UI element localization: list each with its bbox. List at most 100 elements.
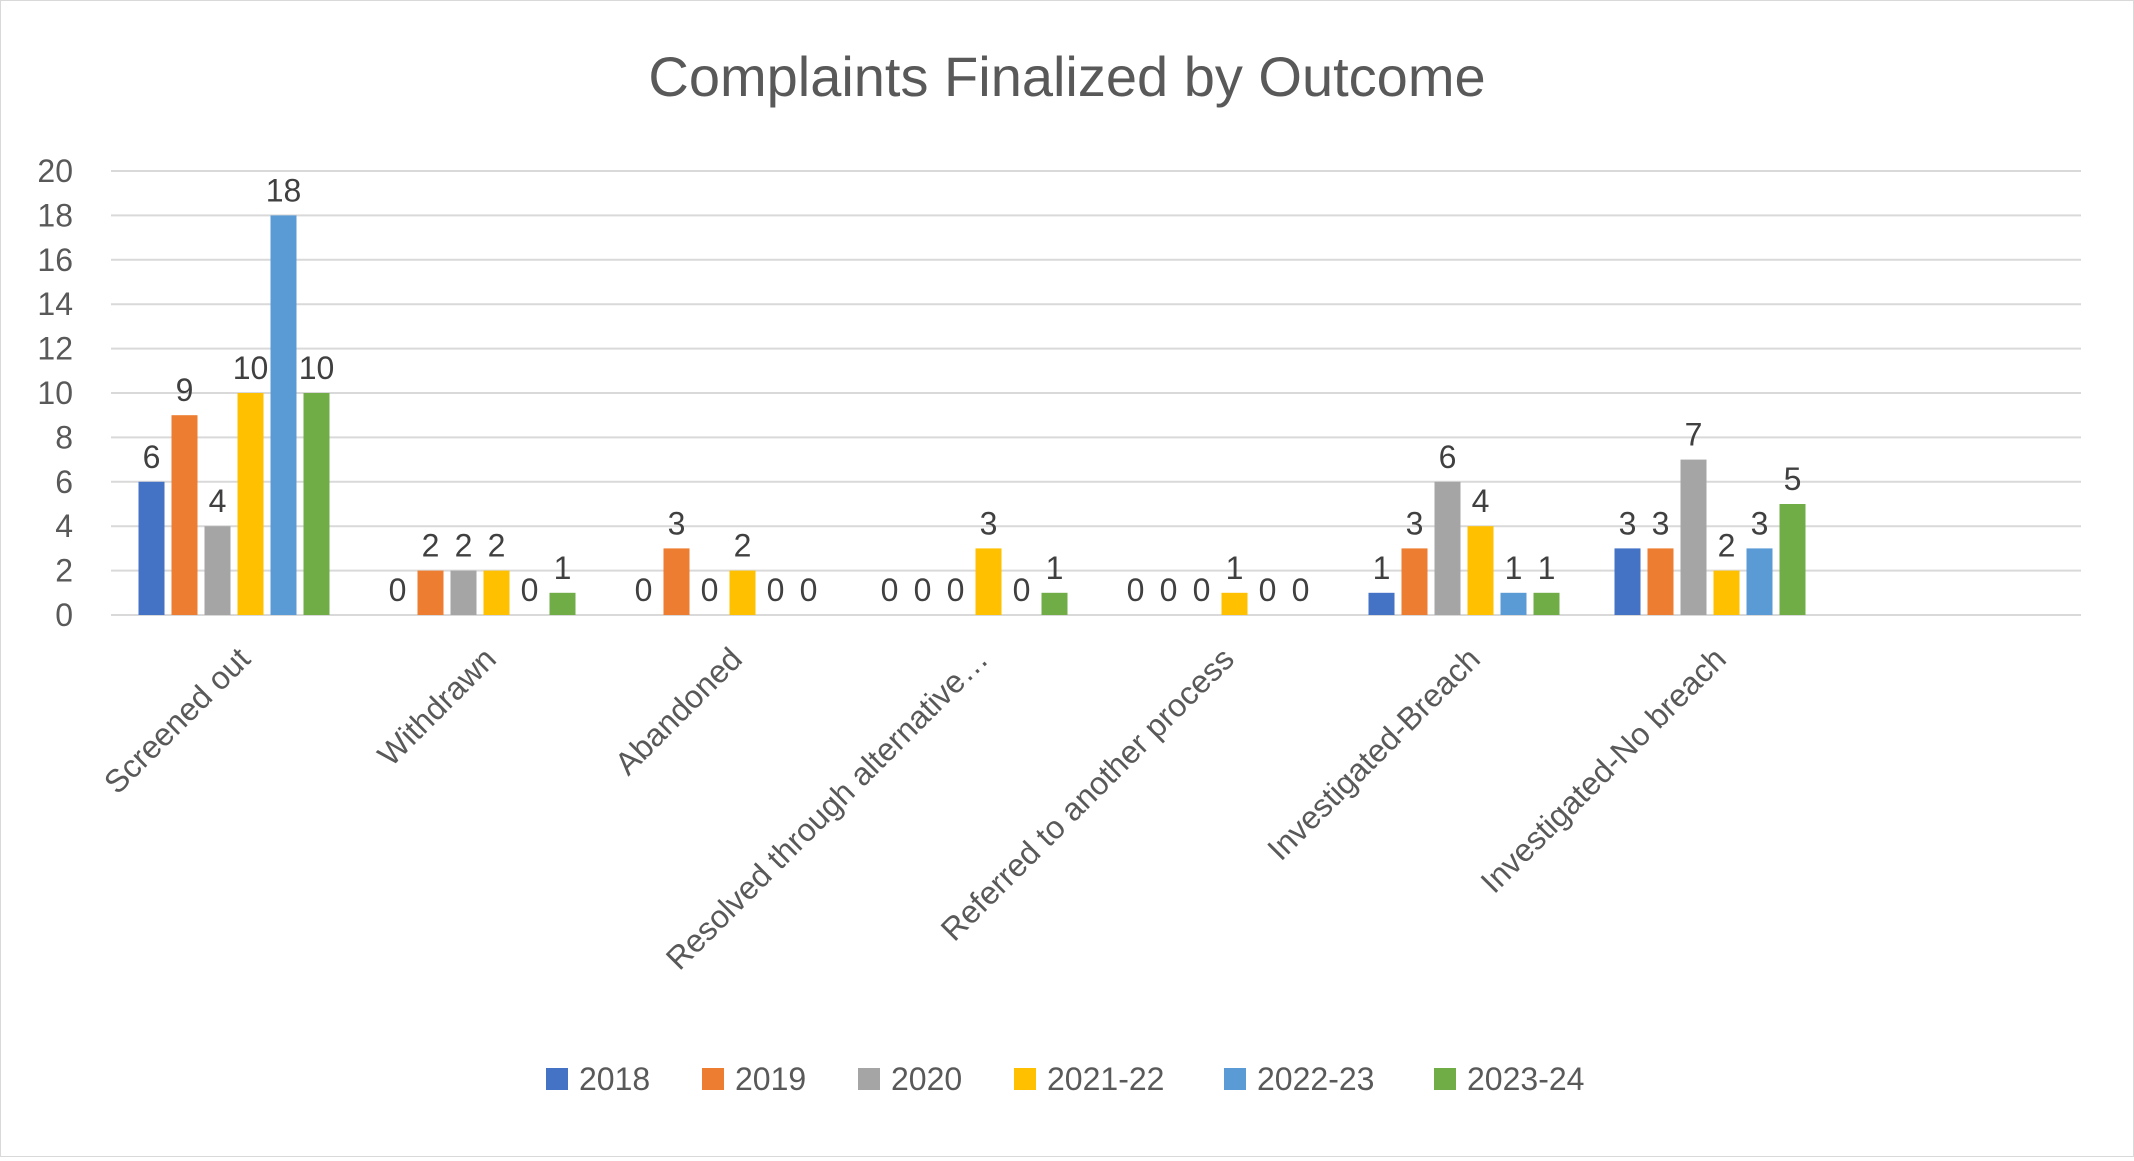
- data-label: 10: [233, 350, 269, 386]
- bar: [483, 570, 510, 615]
- legend-label: 2023-24: [1467, 1061, 1584, 1097]
- bar: [270, 215, 297, 615]
- data-label: 0: [635, 572, 653, 608]
- data-label: 3: [1751, 505, 1769, 541]
- data-label: 1: [1373, 550, 1391, 586]
- x-tick-label: Withdrawn: [371, 640, 503, 772]
- bar: [1614, 548, 1641, 615]
- bar: [1680, 459, 1707, 615]
- y-tick-label: 16: [37, 242, 73, 278]
- bar: [171, 415, 198, 615]
- data-label: 0: [1259, 572, 1277, 608]
- legend: 2018 2019 2020 2021-22 2022-23 2023-24: [546, 1061, 1584, 1097]
- bar: [138, 481, 165, 615]
- bar: [1467, 526, 1494, 615]
- bar: [729, 570, 756, 615]
- data-label: 0: [1127, 572, 1145, 608]
- bars: [138, 215, 1806, 615]
- data-label: 2: [1718, 528, 1736, 564]
- y-tick-label: 20: [37, 153, 73, 189]
- data-label: 3: [668, 505, 686, 541]
- bar: [1533, 592, 1560, 615]
- data-label: 3: [1652, 505, 1670, 541]
- x-tick-label: Abandoned: [608, 640, 749, 781]
- y-tick-label: 18: [37, 197, 73, 233]
- data-label: 0: [767, 572, 785, 608]
- bar: [450, 570, 477, 615]
- data-label: 4: [209, 483, 227, 519]
- data-label: 6: [1439, 439, 1457, 475]
- data-label: 2: [488, 528, 506, 564]
- chart-title: Complaints Finalized by Outcome: [648, 45, 1485, 108]
- data-label: 1: [1505, 550, 1523, 586]
- legend-label: 2021-22: [1047, 1061, 1164, 1097]
- x-tick-label: Screened out: [97, 640, 257, 800]
- bar: [1401, 548, 1428, 615]
- y-tick-label: 0: [55, 597, 73, 633]
- legend-swatch: [858, 1068, 880, 1090]
- bar: [303, 393, 330, 615]
- legend-swatch: [1224, 1068, 1246, 1090]
- x-tick-label: Investigated-Breach: [1260, 640, 1487, 867]
- y-tick-label: 12: [37, 331, 73, 367]
- data-label: 0: [800, 572, 818, 608]
- data-label: 0: [914, 572, 932, 608]
- bar: [549, 592, 576, 615]
- y-tick-label: 8: [55, 419, 73, 455]
- bar: [237, 393, 264, 615]
- data-label: 1: [1538, 550, 1556, 586]
- data-label: 0: [1160, 572, 1178, 608]
- data-label: 0: [881, 572, 899, 608]
- data-label: 6: [143, 439, 161, 475]
- data-label: 2: [734, 528, 752, 564]
- bar: [1500, 592, 1527, 615]
- data-label: 10: [299, 350, 335, 386]
- data-label: 4: [1472, 483, 1490, 519]
- data-label: 0: [389, 572, 407, 608]
- y-tick-label: 6: [55, 464, 73, 500]
- y-tick-label: 4: [55, 508, 73, 544]
- data-label: 3: [980, 505, 998, 541]
- bar: [1221, 592, 1248, 615]
- bar: [663, 548, 690, 615]
- legend-swatch: [1434, 1068, 1456, 1090]
- data-label: 0: [521, 572, 539, 608]
- y-tick-label: 14: [37, 286, 73, 322]
- legend-swatch: [1014, 1068, 1036, 1090]
- data-label: 1: [554, 550, 572, 586]
- bar: [1368, 592, 1395, 615]
- data-label: 7: [1685, 417, 1703, 453]
- bar: [1647, 548, 1674, 615]
- legend-label: 2022-23: [1257, 1061, 1374, 1097]
- legend-swatch: [702, 1068, 724, 1090]
- data-label: 9: [176, 372, 194, 408]
- data-label: 2: [455, 528, 473, 564]
- data-label: 2: [422, 528, 440, 564]
- data-label: 1: [1046, 550, 1064, 586]
- bar: [975, 548, 1002, 615]
- bar: [1434, 481, 1461, 615]
- data-label: 5: [1784, 461, 1802, 497]
- data-label: 0: [947, 572, 965, 608]
- legend-label: 2019: [735, 1061, 806, 1097]
- bar: [1779, 504, 1806, 615]
- data-label: 3: [1619, 505, 1637, 541]
- x-tick-label: Investigated-No breach: [1474, 640, 1733, 899]
- data-label: 0: [1292, 572, 1310, 608]
- bar: [1041, 592, 1068, 615]
- legend-label: 2020: [891, 1061, 962, 1097]
- data-label: 3: [1406, 505, 1424, 541]
- data-label: 0: [701, 572, 719, 608]
- data-label: 1: [1226, 550, 1244, 586]
- x-tick-label: Referred to another process: [934, 640, 1241, 947]
- y-tick-label: 10: [37, 375, 73, 411]
- y-tick-label: 2: [55, 553, 73, 589]
- legend-label: 2018: [579, 1061, 650, 1097]
- data-label: 0: [1013, 572, 1031, 608]
- y-axis-ticks: 0 2 4 6 8 10 12 14 16 18 20: [37, 153, 73, 633]
- bar: [1713, 570, 1740, 615]
